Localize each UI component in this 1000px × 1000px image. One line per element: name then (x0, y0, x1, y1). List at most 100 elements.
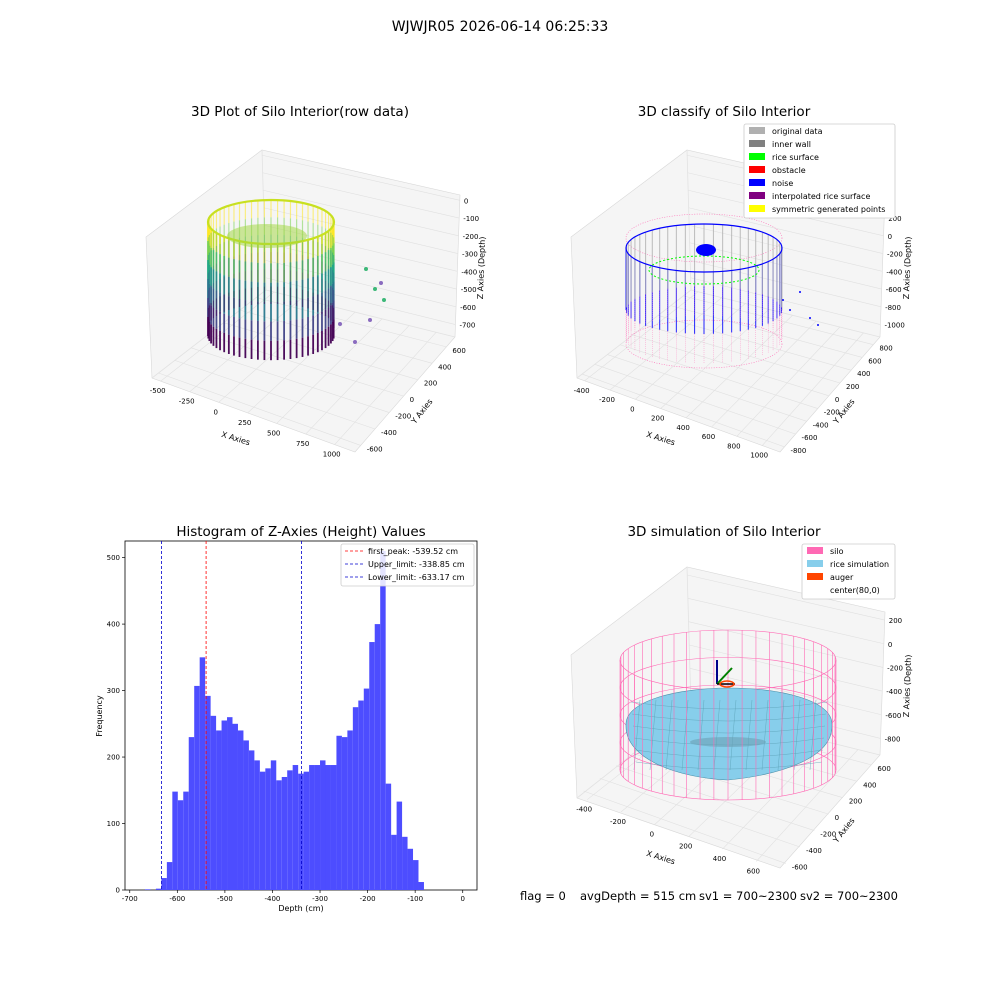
rice-surface-points (648, 255, 760, 285)
histogram-y-tick-label: 500 (107, 554, 120, 562)
panel2-x-tick-label: 800 (727, 442, 740, 450)
grid-line (247, 311, 356, 414)
panel2-y-tick-label: -200 (824, 409, 840, 417)
panel1-x-tick-label: 500 (267, 429, 280, 437)
rice-mesh-line (633, 699, 641, 771)
histogram-bar (144, 889, 151, 890)
grid-line (581, 373, 785, 448)
noise-point (809, 317, 811, 319)
legend-swatch (807, 560, 823, 567)
panel4-z-tick-label: -600 (885, 712, 901, 720)
histogram-x-tick-label: -200 (360, 895, 376, 903)
panel2-z-tick-label: -800 (885, 304, 901, 312)
panel1-y-tick-label: 0 (410, 396, 414, 404)
panel1-y-tick-label: -400 (381, 429, 397, 437)
panel4-z-axis-label: Z Axies (Depth) (902, 654, 913, 717)
legend-entry: original data (772, 127, 823, 136)
histogram-bar (385, 783, 392, 890)
histogram-y-tick-label: 0 (116, 887, 120, 895)
panel2-y-tick-label: 600 (868, 357, 881, 365)
histogram-y-tick-label: 300 (107, 687, 120, 695)
grid-line (687, 598, 884, 645)
panel2-y-tick-label: -600 (802, 434, 818, 442)
histogram-bar (237, 730, 244, 890)
histogram-bar (265, 768, 271, 890)
histogram-y-tick-label: 200 (107, 754, 120, 762)
panel4-z-tick-label: 200 (889, 617, 902, 625)
rice-mesh-line (745, 699, 753, 771)
histogram-bar (287, 770, 293, 890)
panel2-legend: original data inner wall rice surface obsta… (743, 123, 896, 219)
histogram-bar (210, 715, 217, 890)
grid-line (174, 360, 376, 430)
panel2-y-tick-label: 400 (857, 370, 870, 378)
legend-box (801, 543, 896, 600)
grid-line (689, 224, 883, 272)
panel4-x-tick-label: -200 (610, 818, 626, 826)
rice-mesh-line (649, 699, 657, 771)
panel2-x-tick-label: -200 (599, 396, 615, 404)
grid-line (609, 297, 722, 391)
legend-swatch (749, 205, 765, 212)
outlier-point (382, 298, 386, 302)
panel1-x-tick-label: 0 (213, 408, 217, 416)
panel2-y-tick-label: 0 (835, 396, 839, 404)
outlier-point (364, 267, 368, 271)
legend-swatch (807, 573, 823, 580)
histogram-y-tick-label: 100 (107, 820, 120, 828)
grid-line (660, 309, 770, 409)
grid-line (645, 324, 841, 384)
panel1-z-tick-label: -300 (462, 251, 478, 259)
noise-cluster (696, 244, 716, 256)
panel2-z-tick-label: -400 (886, 268, 902, 276)
grid-line (218, 305, 329, 403)
panel1-z-tick-label: -600 (460, 304, 476, 312)
histogram-bar (183, 791, 189, 890)
panel-histogram: Histogram of Z-Axies (Height) Values -70… (95, 524, 478, 913)
legend-swatch (749, 179, 765, 186)
histogram-bar (320, 760, 326, 890)
panel-raw-3d-plot: 3D Plot of Silo Interior(row data) -500 -… (145, 104, 487, 459)
grid-line (690, 259, 882, 308)
center-axis-y (716, 667, 733, 685)
histogram-x-tick-label: -700 (122, 895, 138, 903)
panel4-y-tick-label: 600 (877, 765, 890, 773)
grid-line (262, 172, 460, 219)
panel4-x-tick-label: -400 (576, 806, 592, 814)
legend-entry: noise (772, 179, 793, 188)
histogram-x-tick-label: -400 (265, 895, 281, 903)
histogram-bar (221, 720, 228, 890)
grid-line (689, 242, 882, 290)
histogram-bar (402, 836, 408, 890)
panel4-z-tick-label: -200 (887, 664, 903, 672)
noise-point (782, 299, 784, 301)
histogram-bar (330, 765, 337, 890)
panel4-z-tick-label: 0 (888, 641, 892, 649)
legend-entry: interpolated rice surface (772, 192, 870, 201)
histogram-bar (232, 723, 238, 890)
histogram-bar (303, 771, 310, 890)
panel3-title: Histogram of Z-Axies (Height) Values (176, 524, 425, 540)
panel4-y-tick-label: -200 (820, 831, 836, 839)
legend-swatch (749, 127, 765, 134)
rice-mesh-line (665, 699, 673, 771)
histogram-x-tick-label: -600 (169, 895, 185, 903)
outlier-point (373, 287, 377, 291)
rice-mesh-line (697, 699, 705, 771)
outlier-point (338, 322, 342, 326)
legend-entry: obstacle (772, 166, 806, 175)
rice-mesh-line (631, 713, 827, 722)
grid-line (256, 297, 447, 348)
grid-line (683, 295, 874, 345)
histogram-x-tick-label: -100 (407, 895, 423, 903)
histogram-bar (309, 765, 315, 890)
panel2-z-tick-label: 200 (888, 215, 901, 223)
panel1-z-tick-label: -200 (463, 233, 479, 241)
panel2-y-tick-label: 200 (846, 383, 859, 391)
noise-ring (625, 223, 783, 273)
histogram-x-tick-label: -500 (217, 895, 233, 903)
histogram-x-tick-label: 0 (460, 895, 464, 903)
noise-point (817, 324, 819, 326)
panel4-x-tick-label: 0 (650, 830, 654, 838)
grid-line (305, 325, 410, 435)
